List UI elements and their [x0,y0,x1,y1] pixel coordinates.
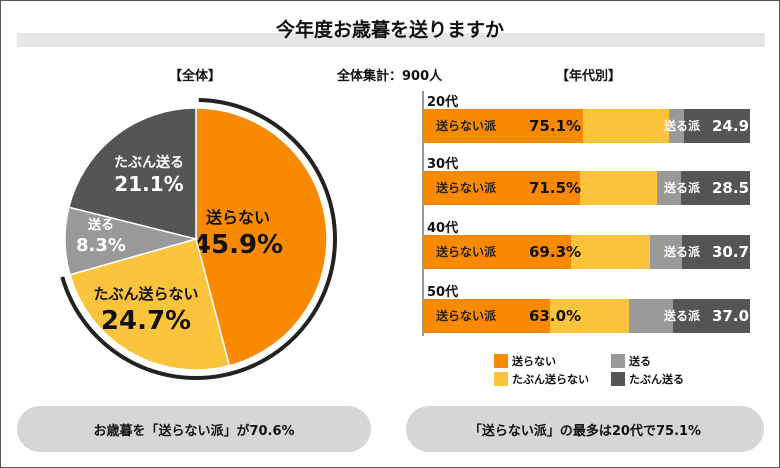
yes-group-total: 30.7 [712,243,750,261]
legend-label: 送る [629,355,651,368]
no-group-label: 送らない派 [436,181,497,195]
legend-swatch [494,354,508,368]
pie-slice [195,107,328,367]
legend-no: 送らない [494,353,556,369]
legend-swatch [611,372,625,386]
pie-slice [69,238,231,371]
no-group-total: 69.3% [529,243,582,261]
pie-slice [68,107,197,240]
axis-line [422,91,424,336]
bar-segment [649,235,683,269]
bar-segment [629,299,674,333]
bar-segment [549,299,630,333]
bar-segment [583,109,670,143]
title-band [17,33,765,47]
yes-group-total: 28.5 [712,179,750,197]
bar-segment [424,299,550,333]
age-label: 40代 [427,221,459,236]
no-group-total: 75.1% [529,117,582,135]
yes-group-total: 37.0 [712,307,750,325]
yes-group-label: 送る派 [664,181,701,195]
legend-maybe-no: たぶん送らない [494,371,589,387]
bar-segment [668,109,685,143]
legend-maybe-yes: たぶん送る [611,371,684,387]
pie-slice-name: たぶん送らない [93,285,198,303]
page-title: 今年度お歳暮を送りますか [275,19,504,41]
bar-segment [570,235,651,269]
pie-slice-value: 24.7% [101,306,191,336]
bar-segment [680,171,751,205]
legend-label: たぶん送る [629,373,684,386]
yes-group-total: 24.9 [712,117,750,135]
age-label: 20代 [427,95,459,110]
overall-heading: 【全体】 [169,69,222,84]
no-group-total: 63.0% [529,307,582,325]
bar-segment [424,171,580,205]
bar-segment [424,235,572,269]
summary-right: 「送らない派」の最多は20代で75.1% [406,406,764,452]
yes-group-label: 送る派 [664,309,701,323]
pie-slice-value: 45.9% [193,230,283,260]
yes-group-label: 送る派 [664,119,701,133]
pie-slice-name: たぶん送る [114,154,184,171]
legend-swatch [494,372,508,386]
age-label: 30代 [427,157,459,172]
yes-group-label: 送る派 [664,245,701,259]
bar-segment [681,235,751,269]
summary-left: お歳暮を「送らない派」が70.6% [17,406,371,452]
pie-slice-name: 送る [87,217,114,233]
pie-slice-value: 8.3% [76,235,126,256]
bar-segment [673,299,751,333]
legend-swatch [611,354,625,368]
no-group-label: 送らない派 [436,119,497,133]
age-label: 50代 [427,285,459,300]
no-group-arc [60,98,337,380]
no-group-label: 送らない派 [436,309,497,323]
pie-slice-name: 送らない [205,208,270,227]
bar-segment [424,109,584,143]
total-count: 全体集計：900人 [337,69,443,84]
bar-segment [657,171,682,205]
age-heading: 【年代別】 [556,69,622,84]
pie-slice-value: 21.1% [114,172,183,196]
no-group-label: 送らない派 [436,245,497,259]
no-group-total: 71.5% [529,179,582,197]
legend-label: 送らない [512,355,556,368]
bar-segment [579,171,658,205]
legend-label: たぶん送らない [512,373,589,386]
bar-segment [683,109,751,143]
legend-yes: 送る [611,353,651,369]
